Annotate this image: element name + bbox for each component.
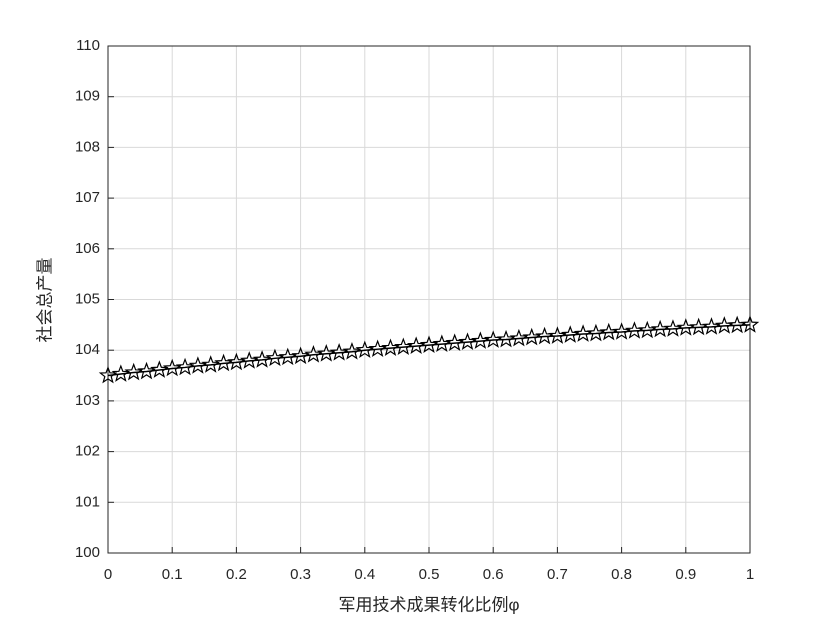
y-tick-label: 104 [75, 341, 100, 358]
x-tick-label: 0.9 [675, 566, 696, 583]
x-tick-label: 0.4 [354, 566, 375, 583]
marker [137, 361, 156, 380]
marker [291, 346, 310, 365]
y-tick-label: 101 [75, 493, 100, 510]
x-tick-label: 0.8 [611, 566, 632, 583]
marker [740, 315, 760, 333]
plot-frame [107, 45, 751, 554]
marker [150, 360, 169, 378]
y-tick-label: 108 [75, 138, 100, 155]
marker [175, 357, 195, 376]
x-tick-label: 0 [104, 566, 112, 583]
marker [252, 350, 272, 368]
x-tick-label: 0.7 [547, 566, 568, 583]
marker [227, 352, 246, 371]
y-tick-label: 100 [75, 544, 100, 561]
marker [201, 355, 220, 373]
x-tick-label: 0.3 [290, 566, 311, 583]
marker [342, 342, 362, 360]
marker [98, 365, 118, 384]
x-tick-label: 1 [746, 566, 754, 583]
y-tick-label: 105 [75, 290, 100, 307]
y-tick-label: 110 [76, 37, 100, 54]
x-tick-label: 0.1 [162, 566, 183, 583]
marker [111, 364, 131, 382]
y-tick-label: 109 [75, 88, 100, 105]
y-tick-label: 107 [75, 189, 100, 206]
y-tick-label: 106 [75, 240, 100, 257]
x-tick-label: 0.2 [226, 566, 247, 583]
y-tick-label: 102 [75, 443, 100, 460]
y-tick-label: 103 [75, 392, 100, 409]
x-tick-label: 0.5 [419, 566, 440, 583]
x-tick-label: 0.6 [483, 566, 504, 583]
y-axis-label: 社会总产量 [35, 258, 54, 343]
x-axis-label: 军用技术成果转化比例φ [338, 595, 519, 614]
